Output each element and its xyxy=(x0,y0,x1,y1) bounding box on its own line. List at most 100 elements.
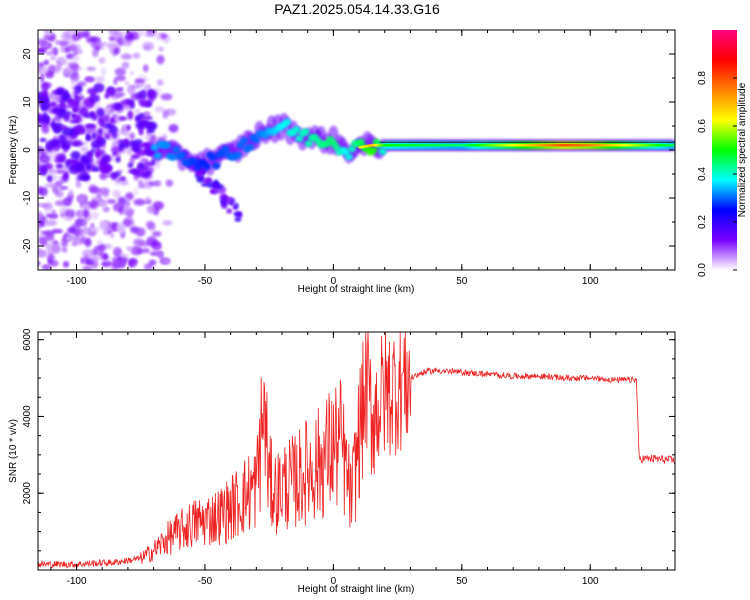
spectrogram-blob xyxy=(113,46,120,55)
spectrogram-blob xyxy=(126,124,131,131)
spectrogram-blob xyxy=(44,71,55,79)
spectrogram-blob xyxy=(103,252,108,260)
spectrogram-blob xyxy=(60,108,67,114)
spectrogram-blob xyxy=(90,92,96,97)
spectrogram-blob xyxy=(43,230,55,236)
spectrogram-blob xyxy=(141,172,150,178)
spectrogram-blob xyxy=(101,165,113,173)
spectrogram-blob xyxy=(68,189,74,198)
spectrogram-blob xyxy=(128,258,138,265)
spectrogram-blob xyxy=(130,70,134,76)
spectrogram-blob xyxy=(56,62,63,71)
y-tick-label: 6000 xyxy=(22,328,33,351)
ridge-body xyxy=(190,158,199,166)
spectrogram-blob xyxy=(46,51,53,56)
x-tick-label: 50 xyxy=(456,576,468,587)
spectrogram-blob xyxy=(156,251,164,259)
spectrogram-blob xyxy=(142,64,149,73)
spectrogram-blob xyxy=(65,235,76,241)
spectrogram-blob xyxy=(50,48,55,53)
spectrogram-xlabel: Height of straight line (km) xyxy=(298,284,415,295)
spectrogram-blob xyxy=(158,46,164,52)
spectrogram-blob xyxy=(127,162,134,169)
spectrogram-blob xyxy=(38,38,48,47)
spectrogram-blob xyxy=(50,101,58,108)
spectrogram-blob xyxy=(93,83,105,93)
x-tick-label: 100 xyxy=(582,276,599,287)
spectrogram-blob xyxy=(234,217,242,223)
spectrogram-blob xyxy=(63,171,69,180)
spectrogram-blob xyxy=(77,194,86,204)
spectrogram-blob xyxy=(147,128,155,134)
spectrogram-blob xyxy=(99,187,110,195)
spectrogram-blob xyxy=(138,98,148,105)
spectrogram-blob xyxy=(55,40,62,45)
spectrogram-blob xyxy=(38,249,47,258)
spectrogram-blob xyxy=(68,62,79,70)
spectrogram-blob xyxy=(39,154,51,164)
ridge-body xyxy=(347,145,356,153)
spectrogram-blob xyxy=(102,221,108,229)
spectrogram-blob xyxy=(63,216,73,222)
spectrogram-blob xyxy=(151,241,162,251)
spectrogram-blob xyxy=(129,132,135,141)
spectrogram-blob xyxy=(138,142,151,148)
spectrogram-blob xyxy=(82,218,88,226)
y-tick-label: 4000 xyxy=(22,405,33,428)
spectrogram-blob xyxy=(80,202,92,213)
spectrogram-blob xyxy=(146,84,152,89)
spectrogram-blob xyxy=(114,102,124,111)
ridge-body xyxy=(153,152,162,160)
x-tick-label: -50 xyxy=(198,576,213,587)
spectrogram-blob xyxy=(137,162,145,169)
spectrogram-blob xyxy=(38,211,44,222)
spectrogram-blob xyxy=(102,206,110,213)
spectrogram-blob xyxy=(109,118,115,124)
x-tick-label: 50 xyxy=(456,276,468,287)
x-tick-label: 100 xyxy=(582,576,599,587)
ridge-body xyxy=(295,135,304,143)
y-tick-label: -20 xyxy=(22,238,33,253)
spectrogram-blob xyxy=(162,110,169,119)
spectrogram-blob xyxy=(124,81,130,86)
ridge-body xyxy=(209,153,218,161)
spectrogram-blob xyxy=(233,211,242,217)
spectrogram-marks xyxy=(38,30,675,270)
spectrogram-blob xyxy=(61,31,70,42)
ridge-body xyxy=(344,153,353,161)
spectrogram-blob xyxy=(120,53,133,60)
spectrogram-blob xyxy=(137,30,145,37)
spectrogram-blob xyxy=(96,107,105,118)
spectrogram-blob xyxy=(110,136,119,143)
ridge-body xyxy=(357,138,366,146)
spectrogram-blob xyxy=(105,113,111,124)
spectrogram-blob xyxy=(93,245,104,251)
spectrogram-blob xyxy=(62,125,67,130)
spectrogram-blob xyxy=(168,124,179,133)
spectrogram-blob xyxy=(132,52,141,59)
spectrogram-blob xyxy=(112,31,124,39)
spectrogram-blob xyxy=(50,122,56,128)
spectrogram-blob xyxy=(40,104,48,112)
spectrogram-blob xyxy=(113,246,122,255)
spectrogram-blob xyxy=(75,162,84,172)
ridge-body xyxy=(162,142,171,150)
spectrogram-blob xyxy=(96,41,108,46)
spectrogram-blob xyxy=(56,89,64,95)
ridge-body xyxy=(240,137,248,145)
spectrogram-blob xyxy=(165,179,174,187)
spectrogram-blob xyxy=(161,258,171,264)
ridge-body xyxy=(252,136,261,144)
spectrogram-blob xyxy=(88,150,93,158)
spectrogram-blob xyxy=(112,150,118,157)
spectrogram-blob xyxy=(55,154,66,162)
spectrogram-blob xyxy=(60,99,65,109)
spectrogram-blob xyxy=(104,134,111,140)
spectrogram-blob xyxy=(90,222,95,229)
spectrogram-blob xyxy=(198,174,205,181)
spectrogram-blob xyxy=(122,218,133,227)
x-tick-label: -100 xyxy=(67,576,87,587)
spectrogram-blob xyxy=(101,127,110,134)
spectrogram-blob xyxy=(212,182,218,189)
